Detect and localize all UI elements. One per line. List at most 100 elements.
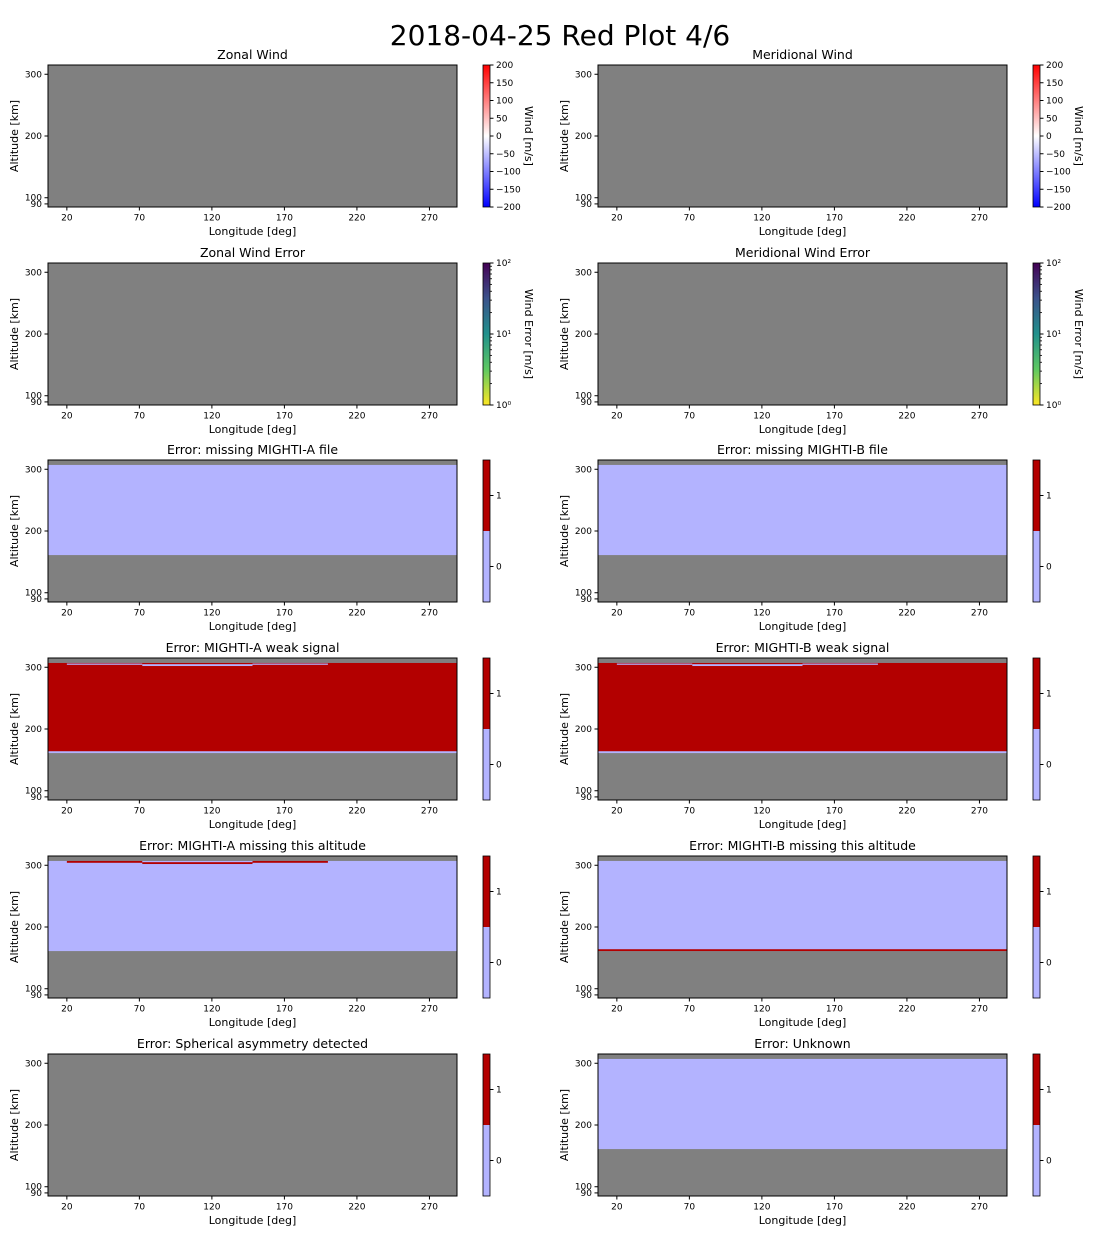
x-tick-label: 170 xyxy=(276,807,293,817)
y-tick-label: 100 xyxy=(25,589,42,599)
colorbar-tick-label: −100 xyxy=(496,168,521,178)
colorbar-tick-label: −50 xyxy=(496,150,515,160)
colorbar-tick-label: 10² xyxy=(1046,259,1061,269)
colorbar-segment-1 xyxy=(483,856,490,927)
colorbar-segment-0 xyxy=(483,1125,490,1196)
x-tick-label: 220 xyxy=(898,1005,915,1015)
colorbar-label: Wind [m/s] xyxy=(1072,106,1085,166)
colorbar-segment-1 xyxy=(483,658,490,729)
y-tick-label: 200 xyxy=(25,132,42,142)
colorbar-segment-0 xyxy=(483,729,490,800)
y-axis-label: Altitude [km] xyxy=(558,891,571,963)
colorbar-tick-label: 1 xyxy=(1046,1086,1052,1096)
colorbar-segment-1 xyxy=(1033,460,1040,531)
x-axis-label: Longitude [deg] xyxy=(209,423,297,436)
y-tick-label: 100 xyxy=(25,787,42,797)
y-tick-label: 300 xyxy=(25,861,42,871)
x-tick-label: 70 xyxy=(134,1005,146,1015)
x-tick-label: 120 xyxy=(203,807,220,817)
y-tick-label: 90 xyxy=(31,793,43,803)
plot-background xyxy=(598,263,1007,405)
heatmap-cell xyxy=(598,662,1007,752)
panel-title: Error: MIGHTI-B weak signal xyxy=(716,640,890,655)
y-tick-label: 300 xyxy=(575,861,592,871)
panel: Error: missing MIGHTI-A file 20 70 120 170 22… xyxy=(8,442,502,633)
colorbar-frame xyxy=(482,657,491,801)
y-tick-label: 300 xyxy=(25,70,42,80)
y-tick-label: 200 xyxy=(575,527,592,537)
x-tick-label: 120 xyxy=(203,214,220,224)
heatmap-cell xyxy=(692,664,803,667)
y-tick-label: 90 xyxy=(31,1189,43,1199)
colorbar-tick-label: 0 xyxy=(496,761,502,771)
x-tick-label: 270 xyxy=(421,214,438,224)
y-axis-label: Altitude [km] xyxy=(558,298,571,370)
y-tick-label: 200 xyxy=(25,527,42,537)
x-tick-label: 70 xyxy=(684,609,696,619)
x-tick-label: 70 xyxy=(684,412,696,422)
x-tick-label: 20 xyxy=(61,807,73,817)
heatmap-cell xyxy=(252,663,328,665)
colorbar-gradient xyxy=(483,263,490,405)
x-tick-label: 170 xyxy=(276,412,293,422)
x-tick-label: 120 xyxy=(753,609,770,619)
colorbar-label: Wind Error [m/s] xyxy=(522,289,535,379)
y-tick-label: 100 xyxy=(575,194,592,204)
y-axis-label: Altitude [km] xyxy=(8,298,21,370)
colorbar-tick-label: −50 xyxy=(1046,150,1065,160)
x-axis-label: Longitude [deg] xyxy=(209,225,297,238)
x-tick-label: 20 xyxy=(611,1203,623,1213)
colorbar-tick-label: 0 xyxy=(1046,563,1052,573)
x-tick-label: 170 xyxy=(826,1005,843,1015)
heatmap-cell xyxy=(802,663,878,665)
x-tick-label: 120 xyxy=(203,412,220,422)
y-tick-label: 100 xyxy=(25,194,42,204)
y-tick-label: 200 xyxy=(25,1121,42,1131)
colorbar: 10 xyxy=(482,855,502,999)
colorbar-tick-label: 150 xyxy=(1046,79,1063,89)
x-tick-label: 220 xyxy=(898,214,915,224)
x-tick-label: 70 xyxy=(684,1203,696,1213)
y-tick-label: 300 xyxy=(25,268,42,278)
x-tick-label: 220 xyxy=(348,214,365,224)
colorbar-frame xyxy=(1032,657,1041,801)
x-tick-label: 120 xyxy=(203,609,220,619)
colorbar-tick-label: 200 xyxy=(1046,61,1063,71)
x-tick-label: 220 xyxy=(348,1203,365,1213)
panel-title: Error: Spherical asymmetry detected xyxy=(137,1036,368,1051)
panel-title: Error: MIGHTI-A missing this altitude xyxy=(139,838,366,853)
colorbar-tick-label: 50 xyxy=(496,114,508,124)
x-axis-label: Longitude [deg] xyxy=(759,1214,847,1227)
heatmap-cell xyxy=(66,860,143,863)
x-tick-label: 20 xyxy=(61,1005,73,1015)
colorbar-tick-label: 0 xyxy=(496,563,502,573)
x-tick-label: 120 xyxy=(753,412,770,422)
x-tick-label: 20 xyxy=(61,214,73,224)
colorbar-frame xyxy=(1032,1053,1041,1197)
colorbar-tick-label: −150 xyxy=(1046,185,1071,195)
y-tick-label: 200 xyxy=(575,725,592,735)
y-tick-label: 90 xyxy=(581,991,593,1001)
colorbar-frame xyxy=(482,855,491,999)
colorbar-segment-0 xyxy=(1033,927,1040,998)
colorbar-tick-label: 0 xyxy=(496,132,502,142)
colorbar-label: Wind [m/s] xyxy=(522,106,535,166)
colorbar: 10 xyxy=(1032,459,1052,603)
plot-background xyxy=(48,263,457,405)
y-tick-label: 100 xyxy=(25,985,42,995)
colorbar: 10 xyxy=(1032,855,1052,999)
x-tick-label: 170 xyxy=(826,1203,843,1213)
y-tick-label: 300 xyxy=(25,663,42,673)
x-axis-label: Longitude [deg] xyxy=(209,1214,297,1227)
x-tick-label: 170 xyxy=(826,214,843,224)
plot-background xyxy=(48,1054,457,1196)
panel-title: Error: missing MIGHTI-A file xyxy=(167,442,338,457)
colorbar-segment-1 xyxy=(1033,856,1040,927)
colorbar-tick-label: 0 xyxy=(1046,959,1052,969)
colorbar: 10² 10¹ 10⁰ Wind Error [m/s] xyxy=(482,259,535,411)
y-tick-label: 100 xyxy=(575,392,592,402)
x-tick-label: 70 xyxy=(134,1203,146,1213)
y-tick-label: 90 xyxy=(581,595,593,605)
